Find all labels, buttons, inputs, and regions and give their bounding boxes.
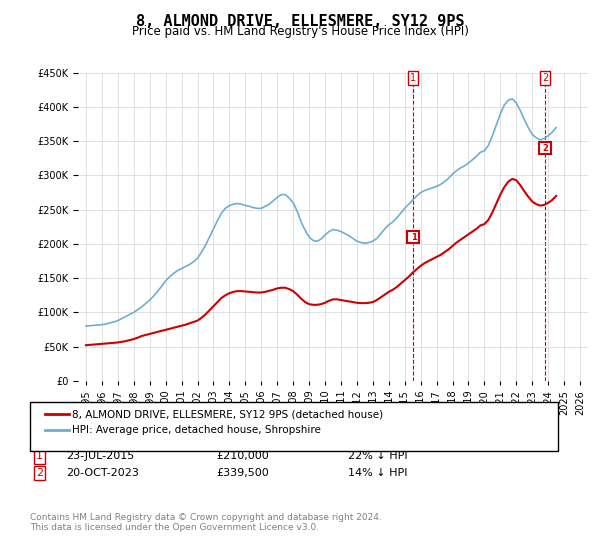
Text: 2: 2 [542,144,548,153]
Text: 20-OCT-2023: 20-OCT-2023 [66,468,139,478]
Text: 1: 1 [36,451,43,461]
Text: 8, ALMOND DRIVE, ELLESMERE, SY12 9PS (detached house): 8, ALMOND DRIVE, ELLESMERE, SY12 9PS (de… [72,409,383,419]
Text: HPI: Average price, detached house, Shropshire: HPI: Average price, detached house, Shro… [72,425,321,435]
Text: 23-JUL-2015: 23-JUL-2015 [66,451,134,461]
Text: 8, ALMOND DRIVE, ELLESMERE, SY12 9PS: 8, ALMOND DRIVE, ELLESMERE, SY12 9PS [136,14,464,29]
Text: 14% ↓ HPI: 14% ↓ HPI [348,468,407,478]
Text: Contains HM Land Registry data © Crown copyright and database right 2024.
This d: Contains HM Land Registry data © Crown c… [30,512,382,532]
Text: 1: 1 [410,73,416,83]
Text: £339,500: £339,500 [216,468,269,478]
Text: 22% ↓ HPI: 22% ↓ HPI [348,451,407,461]
Text: Price paid vs. HM Land Registry's House Price Index (HPI): Price paid vs. HM Land Registry's House … [131,25,469,38]
Text: 2: 2 [36,468,43,478]
Text: 1: 1 [410,232,416,241]
Text: 2: 2 [542,73,548,83]
Text: £210,000: £210,000 [216,451,269,461]
